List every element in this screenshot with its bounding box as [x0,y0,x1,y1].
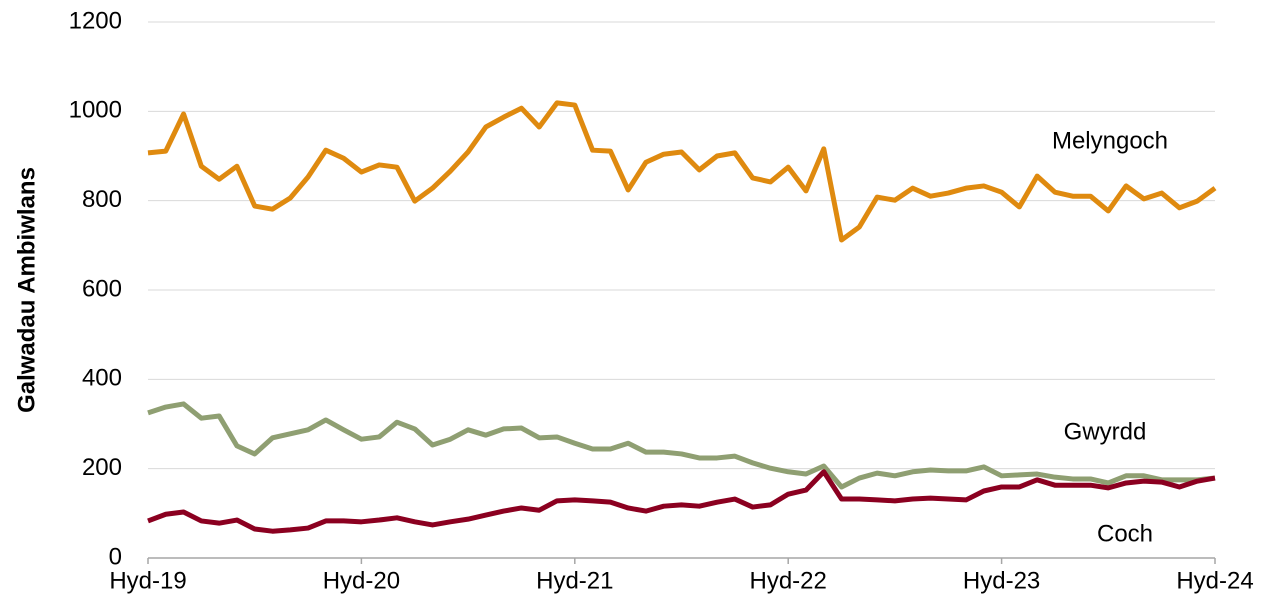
y-tick-label: 0 [109,543,122,570]
x-tick-label: Hyd-21 [536,567,613,594]
y-tick-label: 600 [82,275,122,302]
y-tick-label: 1200 [69,7,122,34]
x-tick-label: Hyd-19 [109,567,186,594]
series-label: Gwyrdd [1064,418,1147,445]
x-tick-label: Hyd-22 [750,567,827,594]
y-tick-label: 1000 [69,97,122,124]
x-tick-label: Hyd-24 [1176,567,1253,594]
x-tick-label: Hyd-20 [323,567,400,594]
y-tick-label: 400 [82,365,122,392]
x-tick-label: Hyd-23 [963,567,1040,594]
y-tick-label: 800 [82,186,122,213]
series-line [147,100,1217,243]
series-label: Melyngoch [1052,127,1168,154]
series-line [147,469,1216,534]
y-tick-label: 200 [82,454,122,481]
series-label: Coch [1097,520,1153,547]
y-axis-label: Galwadau Ambiwlans [13,167,40,413]
series-line [147,401,1216,490]
